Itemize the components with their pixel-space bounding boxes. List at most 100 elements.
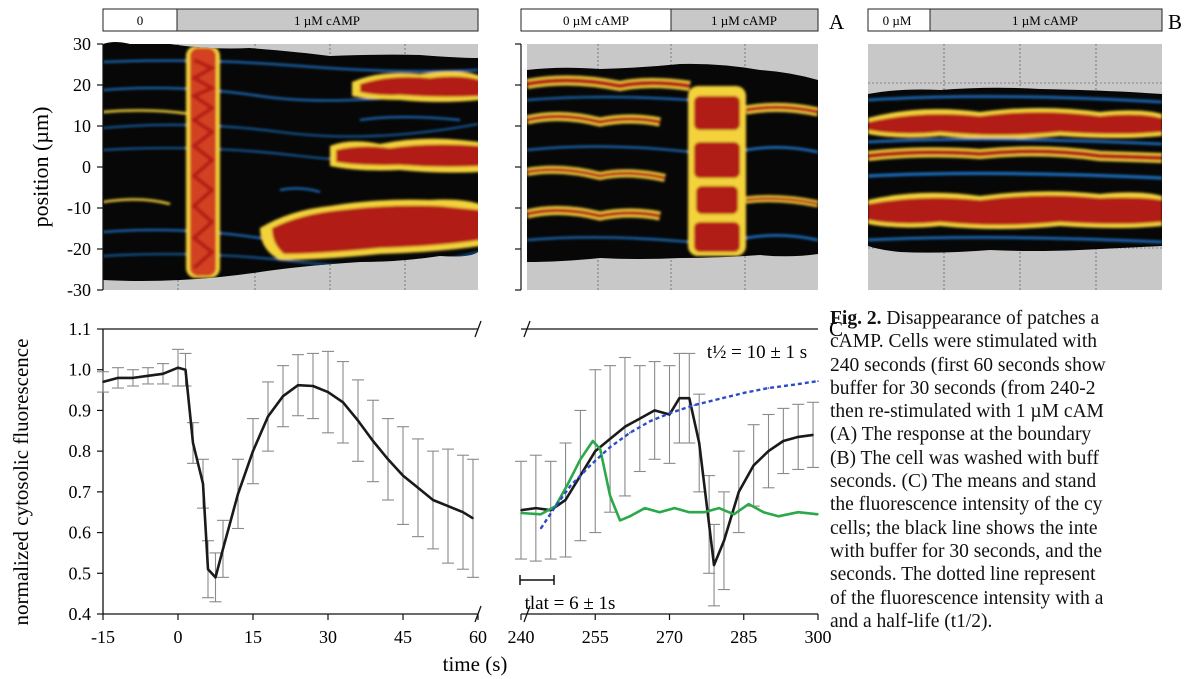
axis-break-mark — [474, 605, 482, 623]
series-point — [372, 440, 374, 442]
series-point — [177, 366, 179, 369]
series-point — [567, 482, 569, 485]
series-point — [184, 368, 187, 371]
stimulus-bar-a-left: 0 1 µM cAMP — [102, 8, 479, 32]
series-point — [312, 385, 314, 387]
series-point — [147, 375, 149, 377]
series-point — [678, 397, 681, 400]
series-point — [713, 564, 715, 566]
series-point — [327, 391, 329, 393]
stimulus-label-zero: 0 — [137, 13, 144, 28]
series-point — [357, 419, 359, 422]
chart-y-tick-label: 0.7 — [69, 482, 92, 502]
series-point — [817, 513, 819, 516]
kymograph-ylabel: position (µm) — [28, 107, 53, 228]
kymograph-tick-label: -10 — [67, 198, 91, 218]
chart-y-tick-label: 1.0 — [69, 360, 92, 380]
series-point — [812, 434, 814, 436]
series-point — [579, 458, 582, 461]
stimulus-label-camp-right: 1 µM cAMP — [711, 13, 777, 28]
chart-ylabel: normalized cytosolic fluorescence — [9, 339, 33, 626]
series-point — [214, 576, 217, 579]
series-point — [673, 507, 676, 509]
axis-break-gap — [484, 611, 515, 617]
chart-y-tick-label: 0.4 — [69, 604, 92, 624]
latency-bracket — [519, 575, 555, 585]
series-point — [417, 486, 419, 489]
series-point — [540, 527, 542, 530]
chart-series-3 — [539, 379, 819, 530]
series-point — [643, 507, 646, 509]
kymograph-tick-label: -20 — [67, 239, 91, 259]
figure-caption: Fig. 2. Disappearance of patches a cAMP.… — [830, 307, 1189, 679]
stimulus-label-zero-camp: 0 µM cAMP — [563, 13, 629, 28]
chart-x-tick-label: 45 — [394, 627, 412, 647]
series-point — [117, 377, 119, 379]
caption-line-9: the fluorescence intensity of the cy — [830, 494, 1103, 516]
kymograph-a-right — [527, 44, 818, 290]
kymograph-tick-label: 0 — [82, 157, 91, 177]
series-point — [708, 523, 710, 526]
caption-line-14: and a half-life (t1/2). — [830, 610, 993, 632]
stimulus-bar-a-right: 0 µM cAMP 1 µM cAMP — [520, 8, 819, 32]
kymograph-b — [868, 44, 1162, 290]
series-point — [752, 464, 755, 467]
caption-line-11: with buffer for 30 seconds, and the — [830, 540, 1103, 562]
series-point — [703, 511, 705, 514]
series-point — [535, 507, 537, 509]
caption-line-7: (B) The cell was washed with buff — [830, 447, 1099, 469]
series-point — [688, 511, 691, 514]
series-point — [162, 372, 164, 375]
caption-line-2: cAMP. Cells were stimulated with — [830, 331, 1098, 353]
t-half-annotation: t½ = 10 ± 1 s — [707, 342, 807, 363]
series-point — [520, 509, 522, 511]
series-point — [520, 512, 522, 514]
chart-x-tick-label: 60 — [469, 627, 487, 647]
series-point — [718, 398, 720, 400]
series-point — [594, 450, 597, 452]
series-point — [432, 499, 434, 501]
kymograph-position-axis: 30 20 10 0 -10 -20 -30 position (µm) — [28, 34, 522, 300]
chart-x-tick-label: 270 — [656, 627, 683, 647]
caption-line-4: buffer for 30 seconds (from 240-2 — [830, 377, 1096, 399]
series-point — [653, 409, 656, 412]
series-point — [658, 511, 661, 514]
series-point — [817, 380, 819, 382]
series-point — [569, 484, 572, 487]
panel-letter-a: A — [829, 10, 845, 34]
chart-xlabel: time (s) — [443, 652, 508, 676]
caption-line-8: seconds. (C) The means and stand — [830, 471, 1097, 493]
series-point — [609, 446, 611, 448]
series-point — [698, 442, 700, 444]
axis-break-mark — [474, 320, 482, 338]
series-point — [207, 568, 209, 571]
stimulus-bar-b: 0 µM 1 µM cAMP — [867, 8, 1163, 32]
chart-y-tick-label: 1.1 — [69, 319, 92, 339]
chart-x-tick-label: -15 — [91, 627, 115, 647]
caption-line-12: seconds. The dotted line represent — [830, 564, 1096, 586]
series-point — [619, 519, 621, 522]
series-point — [342, 401, 344, 404]
series-point — [132, 377, 134, 379]
series-point — [668, 412, 671, 415]
series-point — [624, 425, 626, 428]
caption-line-1: Fig. 2. Disappearance of patches a — [830, 308, 1100, 329]
caption-line-3: 240 seconds (first 60 seconds show — [830, 354, 1106, 376]
series-point — [629, 515, 631, 518]
kymograph-tick-label: 10 — [73, 116, 91, 136]
series-point — [102, 381, 104, 383]
stimulus-label-zero-um: 0 µM — [883, 13, 912, 28]
panel-letter-b: B — [1168, 10, 1182, 34]
series-point — [472, 517, 474, 520]
series-point — [237, 493, 239, 495]
kymograph-tick-label: -30 — [67, 280, 91, 300]
chart-series-0 — [97, 348, 479, 603]
series-point — [589, 464, 592, 467]
axis-break-mark — [523, 320, 531, 338]
caption-line-5: then re-stimulated with 1 µM cAM — [830, 401, 1104, 423]
kymograph-a-left — [103, 42, 478, 290]
series-point — [718, 507, 720, 509]
chart-y-tick-label: 0.5 — [69, 563, 92, 583]
series-point — [747, 503, 750, 505]
